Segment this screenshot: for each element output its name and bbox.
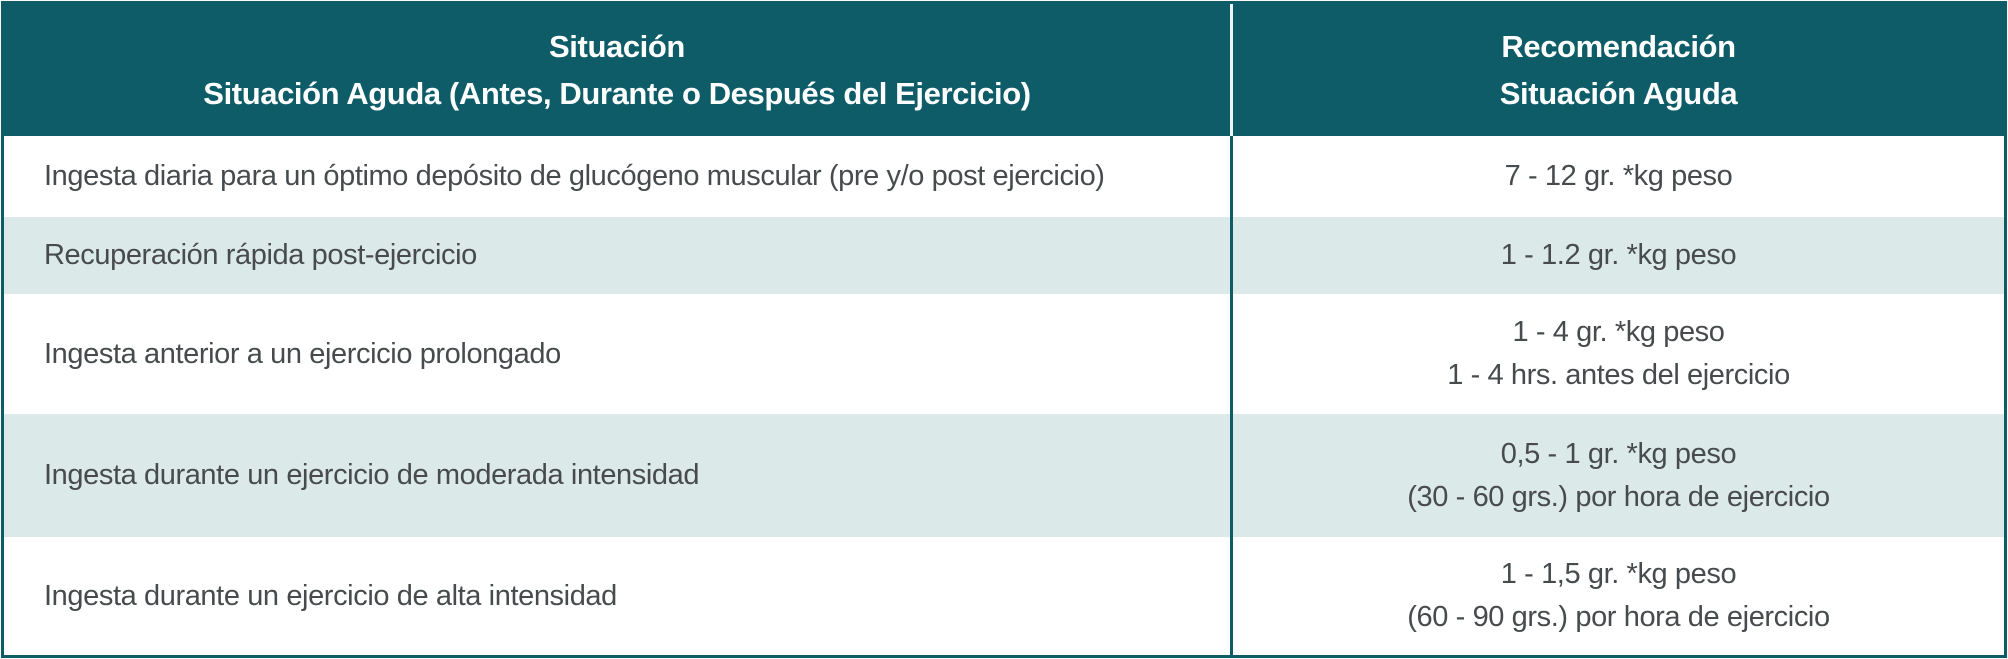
situation-cell: Recuperación rápida post-ejercicio — [4, 217, 1230, 294]
column-divider — [1230, 136, 1233, 217]
header-cell-situation: Situación Situación Aguda (Antes, Durant… — [4, 4, 1230, 136]
recommendation-cell: 1 - 1.2 gr. *kg peso — [1233, 217, 2004, 294]
header-column-divider — [1230, 4, 1233, 136]
table-row: Ingesta durante un ejercicio de alta int… — [4, 537, 2004, 655]
recommendation-line1: 0,5 - 1 gr. *kg peso — [1500, 437, 1737, 470]
situation-cell: Ingesta durante un ejercicio de moderada… — [4, 414, 1230, 537]
column-divider — [1230, 294, 1233, 414]
column-divider — [1230, 217, 1233, 294]
recommendation-cell: 1 - 4 gr. *kg peso 1 - 4 hrs. antes del … — [1233, 294, 2004, 414]
column-divider — [1230, 414, 1233, 537]
recommendation-cell: 0,5 - 1 gr. *kg peso (30 - 60 grs.) por … — [1233, 414, 2004, 537]
situation-text: Ingesta anterior a un ejercicio prolonga… — [44, 337, 561, 370]
recommendation-line2: (60 - 90 grs.) por hora de ejercicio — [1407, 601, 1830, 633]
header-situation-line1: Situación — [549, 29, 685, 64]
recommendation-cell: 1 - 1,5 gr. *kg peso (60 - 90 grs.) por … — [1233, 537, 2004, 655]
header-situation-line2: Situación Aguda (Antes, Durante o Despué… — [203, 76, 1031, 111]
header-recommendation-line2: Situación Aguda — [1499, 76, 1738, 111]
recommendation-line1: 7 - 12 gr. *kg peso — [1504, 160, 1733, 192]
table-row: Recuperación rápida post-ejercicio 1 - 1… — [4, 217, 2004, 294]
situation-text: Ingesta diaria para un óptimo depósito d… — [44, 160, 1105, 192]
recommendation-line1: 1 - 1,5 gr. *kg peso — [1500, 558, 1737, 590]
header-cell-recommendation: Recomendación Situación Aguda — [1233, 4, 2004, 136]
situation-cell: Ingesta anterior a un ejercicio prolonga… — [4, 294, 1230, 414]
recommendation-line1: 1 - 4 gr. *kg peso — [1512, 316, 1725, 348]
recommendation-line2: (30 - 60 grs.) por hora de ejercicio — [1407, 480, 1830, 513]
table-row: Ingesta diaria para un óptimo depósito d… — [4, 136, 2004, 217]
situation-text: Recuperación rápida post-ejercicio — [44, 239, 477, 271]
table-row: Ingesta durante un ejercicio de moderada… — [4, 414, 2004, 537]
situation-cell: Ingesta diaria para un óptimo depósito d… — [4, 136, 1230, 217]
situation-cell: Ingesta durante un ejercicio de alta int… — [4, 537, 1230, 655]
header-recommendation-line1: Recomendación — [1501, 29, 1736, 64]
table-row: Ingesta anterior a un ejercicio prolonga… — [4, 294, 2004, 414]
recommendation-line1: 1 - 1.2 gr. *kg peso — [1500, 239, 1737, 271]
situation-text: Ingesta durante un ejercicio de alta int… — [44, 579, 617, 612]
recommendation-line2: 1 - 4 hrs. antes del ejercicio — [1447, 359, 1790, 391]
table-header-row: Situación Situación Aguda (Antes, Durant… — [4, 4, 2004, 136]
column-divider — [1230, 537, 1233, 655]
recommendation-cell: 7 - 12 gr. *kg peso — [1233, 136, 2004, 217]
situation-text: Ingesta durante un ejercicio de moderada… — [44, 459, 700, 491]
